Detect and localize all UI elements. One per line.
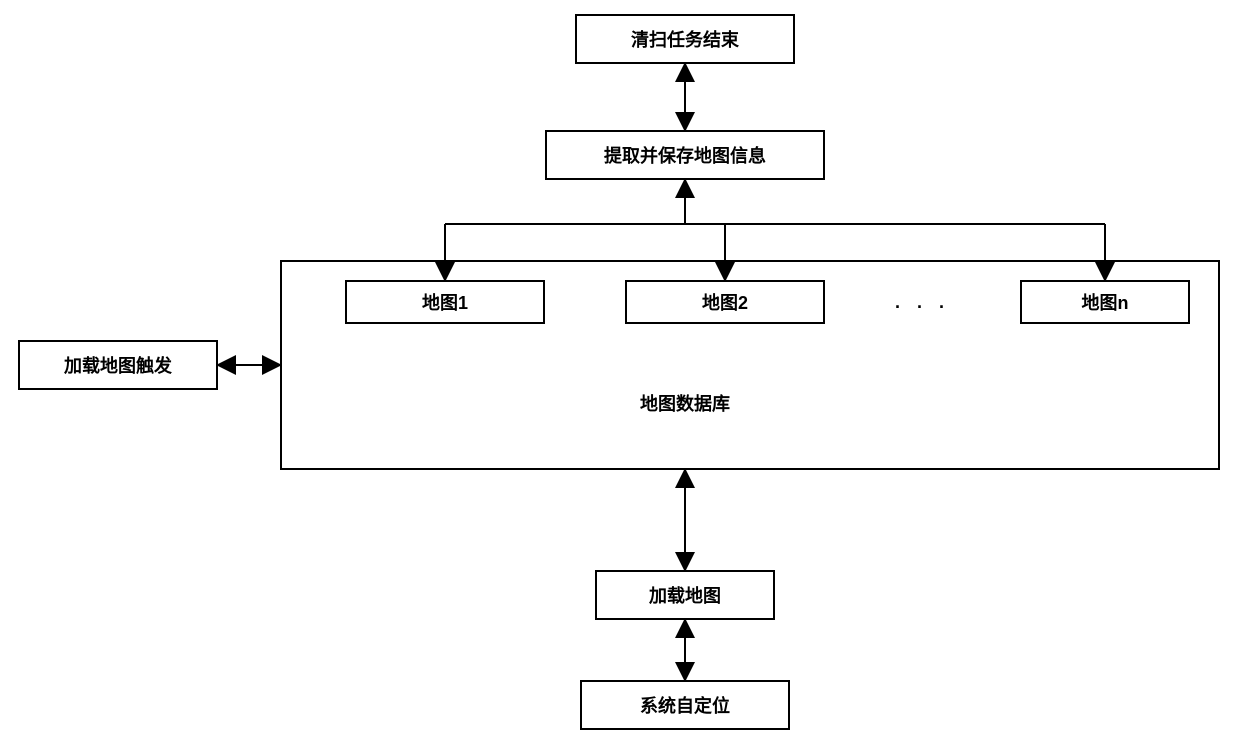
connectors: [0, 0, 1240, 732]
